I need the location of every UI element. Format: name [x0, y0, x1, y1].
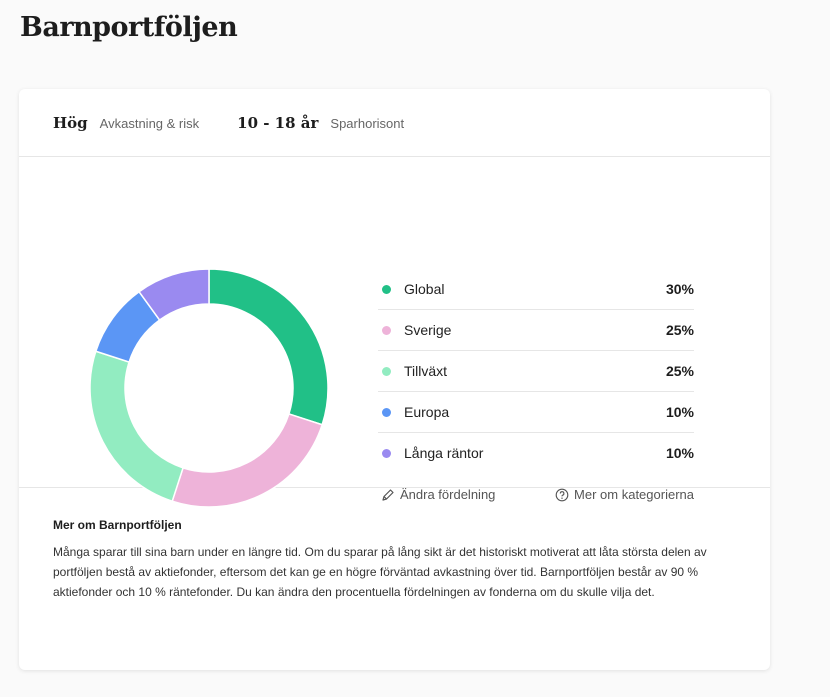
legend-item: Tillväxt 25% — [378, 351, 694, 392]
legend-item: Europa 10% — [378, 392, 694, 433]
donut-slice-global — [208, 269, 328, 426]
horizon-stat: 10 - 18 år Sparhorisont — [237, 114, 404, 132]
legend-item: Sverige 25% — [378, 310, 694, 351]
legend-color-dot — [382, 407, 391, 417]
allocation-chart-area: Global 30% Sverige 25% Tillväxt 25% Europa 10% L… — [19, 157, 770, 507]
chart-actions: Ändra fördelning Mer om kategorierna — [381, 487, 694, 502]
card-header: Hög Avkastning & risk 10 - 18 år Sparhor… — [19, 89, 770, 157]
edit-allocation-button[interactable]: Ändra fördelning — [381, 487, 495, 502]
info-section: Mer om Barnportföljen Många sparar till … — [19, 488, 770, 602]
legend-label: Global — [404, 281, 445, 297]
donut-slice-sverige — [171, 413, 324, 507]
legend-color-dot — [382, 366, 391, 376]
horizon-value: 10 - 18 år — [237, 113, 319, 132]
legend-value: 10% — [665, 445, 694, 461]
donut-slice-tillväxt — [90, 350, 184, 503]
portfolio-card: Hög Avkastning & risk 10 - 18 år Sparhor… — [19, 89, 770, 670]
donut-slice-långa-räntor — [138, 269, 210, 322]
horizon-label: Sparhorisont — [330, 115, 405, 131]
pencil-icon — [382, 488, 394, 501]
page-title: Barnportföljen — [20, 12, 238, 43]
legend-label: Tillväxt — [404, 363, 448, 379]
legend-value: 25% — [665, 363, 694, 379]
allocation-legend: Global 30% Sverige 25% Tillväxt 25% Europa 10% L… — [378, 269, 694, 473]
legend-color-dot — [382, 325, 391, 335]
risk-stat: Hög Avkastning & risk — [53, 114, 199, 132]
question-circle-icon — [555, 488, 569, 501]
allocation-donut-chart — [90, 269, 328, 507]
more-about-categories-link[interactable]: Mer om kategorierna — [555, 487, 694, 502]
legend-value: 25% — [665, 322, 694, 338]
legend-label: Europa — [404, 404, 450, 420]
legend-color-dot — [382, 448, 391, 458]
risk-value: Hög — [53, 113, 88, 132]
risk-label: Avkastning & risk — [99, 115, 200, 131]
edit-allocation-label: Ändra fördelning — [400, 487, 496, 502]
info-text: Många sparar till sina barn under en län… — [53, 545, 707, 599]
legend-color-dot — [382, 284, 391, 294]
legend-label: Långa räntor — [404, 445, 484, 461]
legend-item: Global 30% — [378, 269, 694, 310]
more-about-categories-label: Mer om kategorierna — [574, 487, 694, 502]
legend-label: Sverige — [404, 322, 452, 338]
info-title: Mer om Barnportföljen — [53, 518, 182, 532]
legend-item: Långa räntor 10% — [378, 433, 694, 473]
legend-value: 30% — [665, 281, 694, 297]
legend-value: 10% — [665, 404, 694, 420]
